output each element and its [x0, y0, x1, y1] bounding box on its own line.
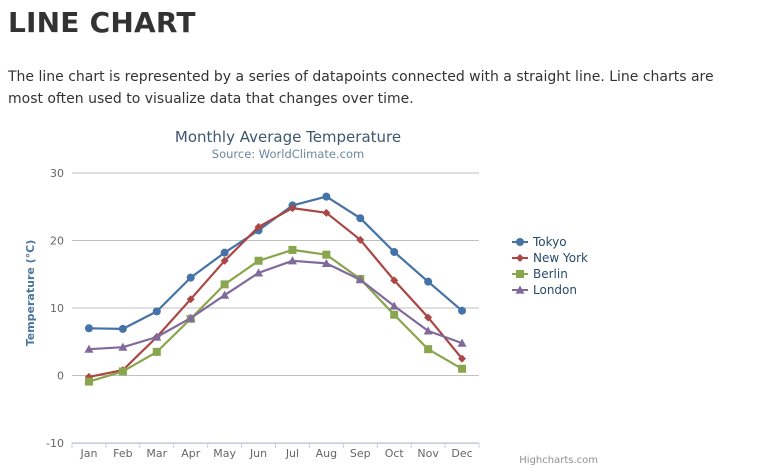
x-tick-label: Nov — [417, 447, 439, 460]
point-triangle[interactable] — [84, 344, 94, 353]
x-tick-label: Sep — [350, 447, 371, 460]
series-line-berlin — [88, 248, 463, 383]
point-square[interactable] — [390, 310, 399, 319]
credits-link[interactable]: Highcharts.com — [519, 455, 598, 466]
x-tick-label: Feb — [113, 447, 132, 460]
y-axis-title: Temperature (°C) — [24, 240, 37, 347]
point-diamond[interactable] — [288, 204, 297, 213]
point-triangle[interactable] — [355, 275, 365, 284]
x-tick-label: May — [213, 447, 236, 460]
legend-item-tokyo[interactable]: Tokyo — [512, 235, 567, 249]
series-tokyo — [84, 192, 467, 333]
page-description: The line chart is represented by a serie… — [8, 69, 714, 107]
point-circle[interactable] — [84, 324, 93, 333]
point-square[interactable] — [322, 250, 331, 259]
point-square[interactable] — [84, 377, 93, 386]
series-london — [84, 256, 467, 353]
point-circle[interactable] — [458, 306, 467, 315]
point-diamond[interactable] — [322, 208, 331, 217]
point-circle[interactable] — [516, 238, 524, 246]
legend-label: New York — [533, 251, 588, 265]
point-square[interactable] — [516, 270, 524, 278]
point-circle[interactable] — [152, 307, 161, 316]
point-circle[interactable] — [424, 277, 433, 286]
point-circle[interactable] — [356, 214, 365, 223]
point-circle[interactable] — [390, 247, 399, 256]
line-chart: Monthly Average Temperature Source: Worl… — [24, 128, 598, 466]
point-square[interactable] — [220, 280, 229, 289]
chart-subtitle: Source: WorldClimate.com — [212, 147, 364, 161]
point-diamond[interactable] — [220, 256, 229, 265]
point-triangle[interactable] — [254, 268, 264, 277]
point-diamond[interactable] — [390, 276, 399, 285]
point-triangle[interactable] — [423, 326, 433, 335]
point-square[interactable] — [152, 347, 161, 356]
legend-item-berlin[interactable]: Berlin — [512, 267, 568, 281]
point-square[interactable] — [254, 256, 263, 265]
y-tick-label: 20 — [50, 235, 64, 248]
point-triangle[interactable] — [457, 338, 467, 347]
y-tick-label: 10 — [50, 302, 64, 315]
chart-title: Monthly Average Temperature — [175, 128, 401, 146]
point-triangle[interactable] — [287, 256, 297, 265]
point-diamond[interactable] — [356, 235, 365, 244]
point-diamond[interactable] — [516, 254, 524, 262]
legend-label: Berlin — [533, 267, 568, 281]
series-new-york — [84, 204, 467, 381]
point-circle[interactable] — [322, 192, 331, 201]
point-square[interactable] — [458, 364, 467, 373]
x-tick-label: Mar — [146, 447, 167, 460]
point-triangle[interactable] — [389, 301, 399, 310]
point-triangle[interactable] — [186, 313, 196, 322]
legend-label: Tokyo — [532, 235, 567, 249]
legend-item-new-york[interactable]: New York — [512, 251, 588, 265]
point-circle[interactable] — [186, 273, 195, 282]
y-tick-label: 30 — [50, 167, 64, 180]
point-diamond[interactable] — [424, 313, 433, 322]
x-tick-label: Jan — [79, 447, 97, 460]
point-triangle[interactable] — [220, 290, 230, 299]
point-diamond[interactable] — [254, 223, 263, 231]
x-tick-label: Aug — [316, 447, 337, 460]
point-triangle[interactable] — [152, 332, 162, 341]
x-tick-label: Oct — [385, 447, 405, 460]
page-title: LINE CHART — [8, 6, 196, 39]
point-diamond[interactable] — [458, 354, 467, 363]
x-tick-label: Apr — [181, 447, 201, 460]
point-triangle[interactable] — [321, 258, 331, 268]
y-tick-label: 0 — [57, 370, 64, 383]
point-square[interactable] — [424, 345, 433, 354]
x-tick-label: Dec — [451, 447, 472, 460]
point-triangle[interactable] — [118, 342, 128, 351]
point-triangle[interactable] — [515, 285, 525, 294]
y-tick-label: -10 — [46, 437, 64, 450]
point-diamond[interactable] — [186, 295, 195, 304]
x-tick-label: Jun — [249, 447, 267, 460]
legend-item-london[interactable]: London — [512, 283, 577, 297]
series-line-london — [88, 259, 463, 351]
legend-label: London — [533, 283, 577, 297]
point-square[interactable] — [118, 367, 127, 376]
series-line-new-york — [88, 206, 463, 378]
point-square[interactable] — [288, 245, 297, 254]
x-tick-label: Jul — [285, 447, 299, 460]
point-circle[interactable] — [220, 248, 229, 257]
point-circle[interactable] — [118, 324, 127, 333]
